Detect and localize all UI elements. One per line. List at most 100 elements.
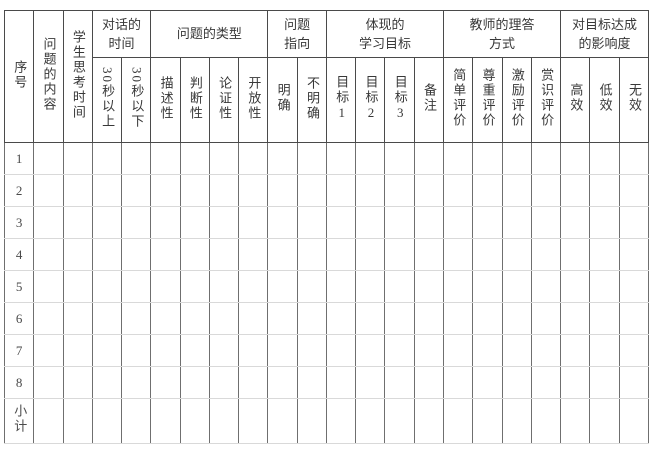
table-cell [472,142,503,175]
column-subheader-argumentative: 论证性 [208,57,240,143]
table-cell [384,142,415,175]
column-subheader-goal-3: 目标3 [384,57,415,143]
table-cell [472,238,503,271]
row-label-row-subtotal: 小计 [3,398,35,444]
table-cell [589,302,620,335]
table-cell [560,174,591,207]
column-subheader-under-30s: 30秒以下 [121,57,152,143]
table-cell [384,398,415,444]
table-cell [325,398,357,444]
table-cell [33,334,64,367]
table-cell [121,366,152,399]
table-cell [296,270,327,303]
table-cell [33,366,64,399]
table-cell [267,270,298,303]
table-cell [33,206,64,239]
table-cell [413,398,444,444]
table-cell [325,302,357,335]
table-cell [413,270,444,303]
column-subheader-label: 尊重评价 [480,68,496,128]
table-cell [589,270,620,303]
table-cell [560,366,591,399]
table-cell [62,334,93,367]
column-subheader-judgmental: 判断性 [179,57,210,143]
table-row-row-4: 4 [3,238,650,271]
table-cell [355,366,386,399]
table-cell [91,206,123,239]
table-cell [238,206,269,239]
table-cell [618,206,650,239]
table-cell [121,142,152,175]
row-label-row-1: 1 [3,142,35,175]
column-subheader-open-ended: 开放性 [238,57,269,143]
column-subheader-no-effect: 无效 [618,57,650,143]
column-subheader-high-effect: 高效 [560,57,591,143]
table-cell [472,334,503,367]
table-cell [33,302,64,335]
table-cell [442,238,474,271]
table-cell [384,366,415,399]
row-label-row-3: 3 [3,206,35,239]
column-subheader-label: 30秒以下 [129,67,145,129]
table-cell [501,302,532,335]
table-cell [296,366,327,399]
table-cell [150,302,181,335]
table-cell [150,206,181,239]
table-cell [384,238,415,271]
table-cell [442,334,474,367]
table-cell [530,334,562,367]
table-row-row-8: 8 [3,366,650,399]
table-cell [442,398,474,444]
table-cell [355,206,386,239]
column-header-label: 问题的内容 [41,37,57,112]
table-cell [589,238,620,271]
table-cell [442,366,474,399]
column-subheader-unclear: 不明确 [296,57,327,143]
column-group-label: 教师的理答 方式 [469,16,535,52]
table-row-row-7: 7 [3,334,650,367]
table-cell [560,398,591,444]
column-subheader-remark: 备注 [413,57,444,143]
table-cell [91,398,123,444]
table-row-row-1: 1 [3,142,650,175]
table-cell [179,238,210,271]
table-cell [150,142,181,175]
table-cell [530,302,562,335]
table-cell [530,270,562,303]
table-cell [150,334,181,367]
table-cell [355,398,386,444]
table-cell [560,270,591,303]
table-cell [325,366,357,399]
column-group-header-teacher-response-style: 教师的理答 方式 [442,10,562,58]
table-cell [472,398,503,444]
table-cell [413,302,444,335]
row-label-row-5: 5 [3,270,35,303]
table-cell [442,270,474,303]
table-cell [530,398,562,444]
column-subheader-respectful-evaluation: 尊重评价 [472,57,503,143]
column-group-label: 问题的类型 [176,26,242,42]
table-cell [530,238,562,271]
table-cell [472,206,503,239]
table-cell [472,366,503,399]
table-cell [384,206,415,239]
table-cell [267,366,298,399]
table-cell [384,334,415,367]
column-group-header-question-direction: 问题 指向 [267,10,327,58]
table-cell [589,206,620,239]
table-cell [33,174,64,207]
column-subheader-label: 目标3 [392,74,408,122]
table-cell [501,398,532,444]
column-subheader-goal-2: 目标2 [355,57,386,143]
column-subheader-label: 开放性 [246,75,262,121]
column-subheader-label: 明确 [275,83,291,113]
table-row-row-3: 3 [3,206,650,239]
column-group-label: 对话的 时间 [102,16,142,52]
table-cell [560,206,591,239]
column-subheader-label: 判断性 [187,75,203,121]
table-cell [91,270,123,303]
table-cell [150,238,181,271]
column-subheader-label: 简单评价 [451,68,467,128]
table-cell [413,366,444,399]
